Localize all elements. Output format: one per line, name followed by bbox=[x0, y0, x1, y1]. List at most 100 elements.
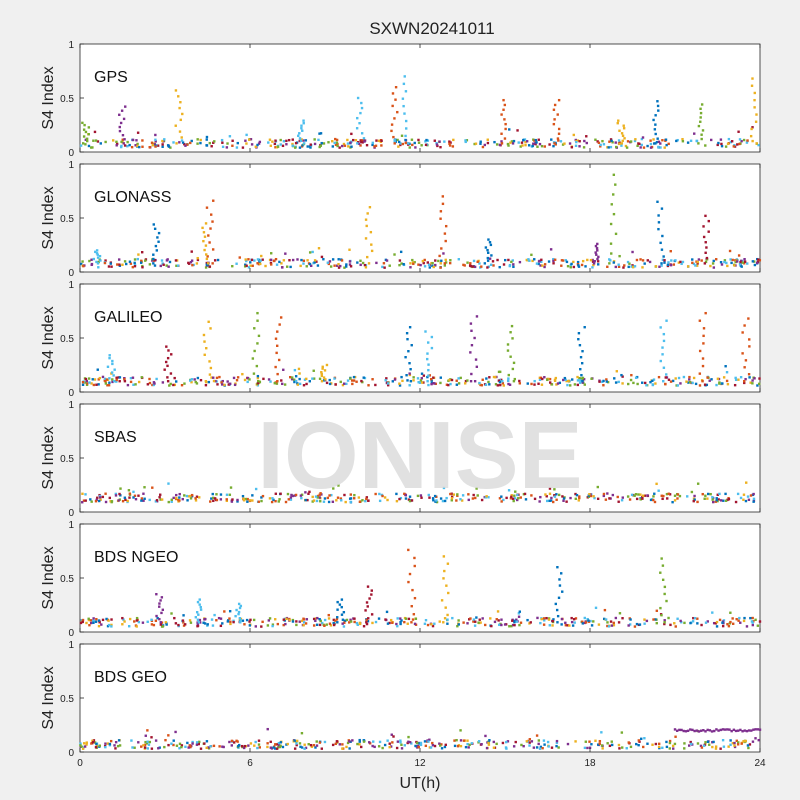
data-point bbox=[696, 482, 700, 485]
data-point bbox=[724, 365, 727, 368]
data-point bbox=[156, 144, 160, 147]
data-point bbox=[404, 141, 407, 145]
burst-point bbox=[616, 122, 619, 125]
burst-point bbox=[325, 363, 329, 367]
data-point bbox=[426, 375, 429, 379]
data-point bbox=[674, 625, 677, 628]
burst-point bbox=[597, 255, 600, 259]
data-point bbox=[308, 262, 312, 266]
data-point bbox=[344, 500, 347, 504]
data-point bbox=[104, 500, 108, 504]
data-point bbox=[84, 499, 87, 502]
data-point bbox=[188, 619, 192, 622]
data-point bbox=[545, 495, 548, 498]
data-point bbox=[189, 745, 192, 748]
data-point bbox=[148, 498, 151, 502]
data-point bbox=[142, 492, 145, 495]
burst-point bbox=[158, 617, 161, 621]
data-point bbox=[542, 739, 546, 742]
data-point bbox=[348, 747, 351, 750]
data-point bbox=[141, 139, 144, 142]
burst-point bbox=[356, 142, 359, 145]
burst-point bbox=[700, 137, 703, 141]
data-point bbox=[661, 139, 664, 142]
data-point bbox=[319, 132, 323, 135]
data-point bbox=[430, 382, 433, 386]
burst-point bbox=[179, 101, 182, 104]
burst-point bbox=[621, 134, 625, 137]
data-point bbox=[81, 260, 84, 263]
burst-point bbox=[486, 248, 489, 252]
data-point bbox=[378, 740, 382, 744]
data-point bbox=[135, 616, 139, 620]
data-point bbox=[431, 497, 435, 500]
burst-point bbox=[410, 621, 413, 624]
y-tick-label: 0.5 bbox=[60, 454, 74, 465]
data-point bbox=[742, 138, 746, 142]
data-point bbox=[698, 384, 702, 387]
data-point bbox=[638, 740, 641, 743]
data-point bbox=[140, 259, 143, 263]
burst-point bbox=[204, 222, 208, 225]
burst-point bbox=[488, 241, 492, 244]
segment-point bbox=[691, 728, 694, 732]
data-point bbox=[711, 611, 714, 614]
data-point bbox=[146, 383, 150, 386]
burst-point bbox=[320, 372, 323, 376]
data-point bbox=[199, 747, 203, 750]
data-point bbox=[487, 743, 491, 746]
data-point bbox=[315, 260, 318, 263]
data-point bbox=[705, 258, 709, 261]
data-point bbox=[717, 141, 720, 145]
data-point bbox=[150, 623, 154, 626]
data-point bbox=[475, 616, 478, 619]
data-point bbox=[273, 142, 277, 146]
burst-point bbox=[112, 374, 115, 377]
burst-point bbox=[98, 254, 102, 258]
burst-point bbox=[164, 360, 168, 364]
burst-point bbox=[394, 98, 397, 101]
data-point bbox=[260, 499, 263, 503]
data-point bbox=[596, 485, 599, 489]
burst-point bbox=[212, 199, 215, 202]
data-point bbox=[453, 744, 457, 748]
data-point bbox=[746, 495, 750, 498]
data-point bbox=[378, 499, 382, 503]
data-point bbox=[506, 379, 510, 383]
data-point bbox=[357, 496, 361, 499]
burst-point bbox=[443, 232, 447, 235]
data-point bbox=[215, 376, 219, 380]
data-point bbox=[338, 146, 341, 149]
data-point bbox=[588, 740, 591, 743]
burst-point bbox=[277, 358, 281, 362]
burst-point bbox=[356, 116, 359, 120]
data-point bbox=[298, 620, 301, 623]
data-point bbox=[98, 499, 101, 503]
data-point bbox=[123, 378, 126, 381]
data-point bbox=[640, 737, 643, 740]
data-point bbox=[220, 381, 223, 384]
data-point bbox=[123, 379, 127, 383]
data-point bbox=[360, 140, 363, 143]
data-point bbox=[480, 265, 483, 268]
data-point bbox=[96, 368, 99, 371]
data-point bbox=[293, 368, 297, 372]
data-point bbox=[431, 741, 434, 745]
burst-point bbox=[370, 613, 374, 616]
data-point bbox=[751, 382, 754, 385]
data-point bbox=[313, 261, 316, 264]
data-point bbox=[217, 616, 221, 620]
data-point bbox=[365, 497, 368, 501]
burst-point bbox=[411, 588, 414, 592]
data-point bbox=[638, 623, 642, 626]
data-point bbox=[298, 146, 302, 149]
data-point bbox=[338, 743, 342, 746]
data-point bbox=[374, 492, 377, 496]
data-point bbox=[251, 264, 254, 267]
data-point bbox=[711, 741, 714, 744]
data-point bbox=[744, 377, 747, 381]
data-point bbox=[361, 499, 364, 502]
data-point bbox=[244, 497, 248, 501]
data-point bbox=[142, 499, 145, 502]
data-point bbox=[424, 143, 428, 147]
